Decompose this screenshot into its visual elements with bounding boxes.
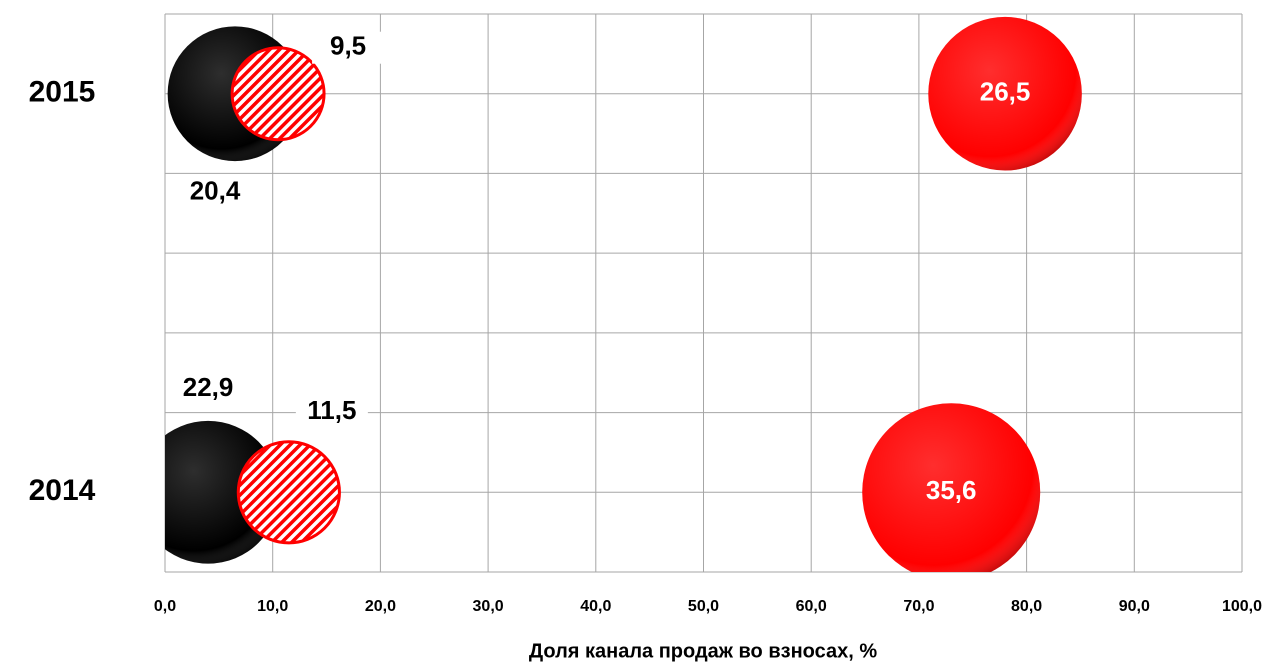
x-tick-label: 0,0 <box>154 598 176 615</box>
data-label: 20,4 <box>190 176 241 206</box>
data-label: 11,5 <box>307 395 356 425</box>
x-tick-label: 100,0 <box>1222 598 1262 615</box>
x-tick-label: 20,0 <box>365 598 396 615</box>
data-label: 22,9 <box>183 372 234 402</box>
data-label-bg <box>172 373 245 406</box>
x-tick-label: 90,0 <box>1119 598 1150 615</box>
data-label-bg <box>312 31 385 64</box>
x-tick-label: 10,0 <box>257 598 288 615</box>
x-tick-label: 80,0 <box>1011 598 1042 615</box>
x-tick-label: 70,0 <box>903 598 934 615</box>
y-category-label: 2014 <box>29 474 96 507</box>
data-label-bg <box>179 176 252 209</box>
bubble <box>230 46 326 142</box>
data-label-bg <box>295 396 368 429</box>
data-label: 35,6 <box>926 475 977 505</box>
y-category-label: 2015 <box>29 76 96 109</box>
bubble-shine <box>165 420 280 564</box>
data-label: 9,5 <box>330 31 366 61</box>
x-tick-label: 60,0 <box>796 598 827 615</box>
bubbles <box>165 16 1082 572</box>
data-labels: 22,9 20,4 11,5 9,5 35,6 26,5 <box>172 31 1031 505</box>
data-label: 26,5 <box>980 77 1031 107</box>
x-tick-label: 40,0 <box>580 598 611 615</box>
x-tick-label: 50,0 <box>688 598 719 615</box>
x-tick-label: 30,0 <box>473 598 504 615</box>
bubble-shine <box>862 403 1041 572</box>
bubble <box>236 440 341 545</box>
x-axis-label: Доля канала продаж во взносах, % <box>529 640 877 662</box>
bubble-shine <box>928 16 1082 171</box>
grid <box>164 13 1243 573</box>
